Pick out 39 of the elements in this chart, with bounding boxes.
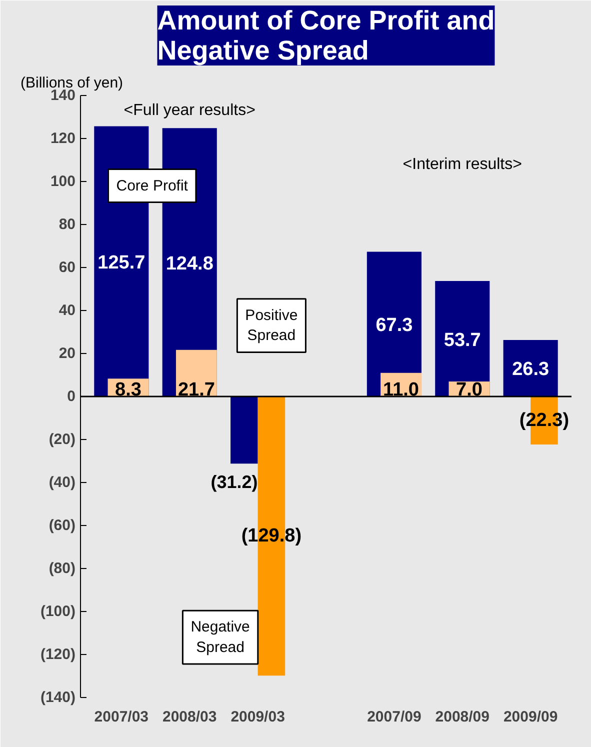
- x-tick-label: 2007/03: [94, 708, 149, 726]
- data-label: 7.0: [456, 379, 482, 400]
- data-label: 26.3: [512, 359, 550, 380]
- y-tick-label: 60: [58, 259, 76, 276]
- series-label: Core Profit: [116, 177, 189, 194]
- chart-title: Amount of Core Profit and Negative Spread: [157, 6, 495, 66]
- data-label: 8.3: [115, 379, 142, 400]
- y-tick-label: (140): [40, 689, 76, 706]
- y-tick-label: (100): [40, 603, 76, 620]
- x-tick-label: 2008/09: [435, 708, 490, 726]
- x-tick-label: 2007/09: [367, 708, 422, 726]
- data-label: 11.0: [383, 379, 419, 400]
- data-label: 21.7: [178, 379, 215, 400]
- y-tick-label: 20: [58, 345, 76, 362]
- x-tick-label: 2008/03: [162, 708, 217, 726]
- y-tick-label: (40): [48, 474, 76, 491]
- y-tick-label: 40: [58, 302, 76, 319]
- y-tick-label: (60): [48, 517, 76, 534]
- bar: [503, 340, 558, 396]
- y-tick-label: (80): [48, 560, 76, 577]
- y-tick-label: 80: [58, 216, 76, 233]
- data-label: 124.8: [166, 253, 214, 274]
- y-tick-label: (120): [40, 646, 76, 663]
- y-tick-label: (20): [48, 431, 76, 448]
- data-label: 53.7: [444, 330, 481, 351]
- y-tick-label: 0: [67, 388, 76, 405]
- bar: [435, 281, 490, 396]
- x-tick-label: 2009/03: [230, 708, 285, 726]
- data-label: 125.7: [98, 252, 146, 274]
- series-label: Negative Spread: [190, 618, 250, 656]
- annotation: <Interim results>: [402, 156, 522, 173]
- y-tick-label: 140: [50, 87, 76, 104]
- annotation: <Full year results>: [124, 102, 256, 120]
- series-label: Positive Spread: [245, 306, 298, 344]
- y-tick-label: 120: [50, 130, 76, 147]
- data-label: 67.3: [376, 315, 413, 336]
- x-tick-label: 2009/09: [503, 708, 558, 726]
- y-tick-label: 100: [50, 173, 76, 190]
- data-label: (31.2): [210, 472, 258, 492]
